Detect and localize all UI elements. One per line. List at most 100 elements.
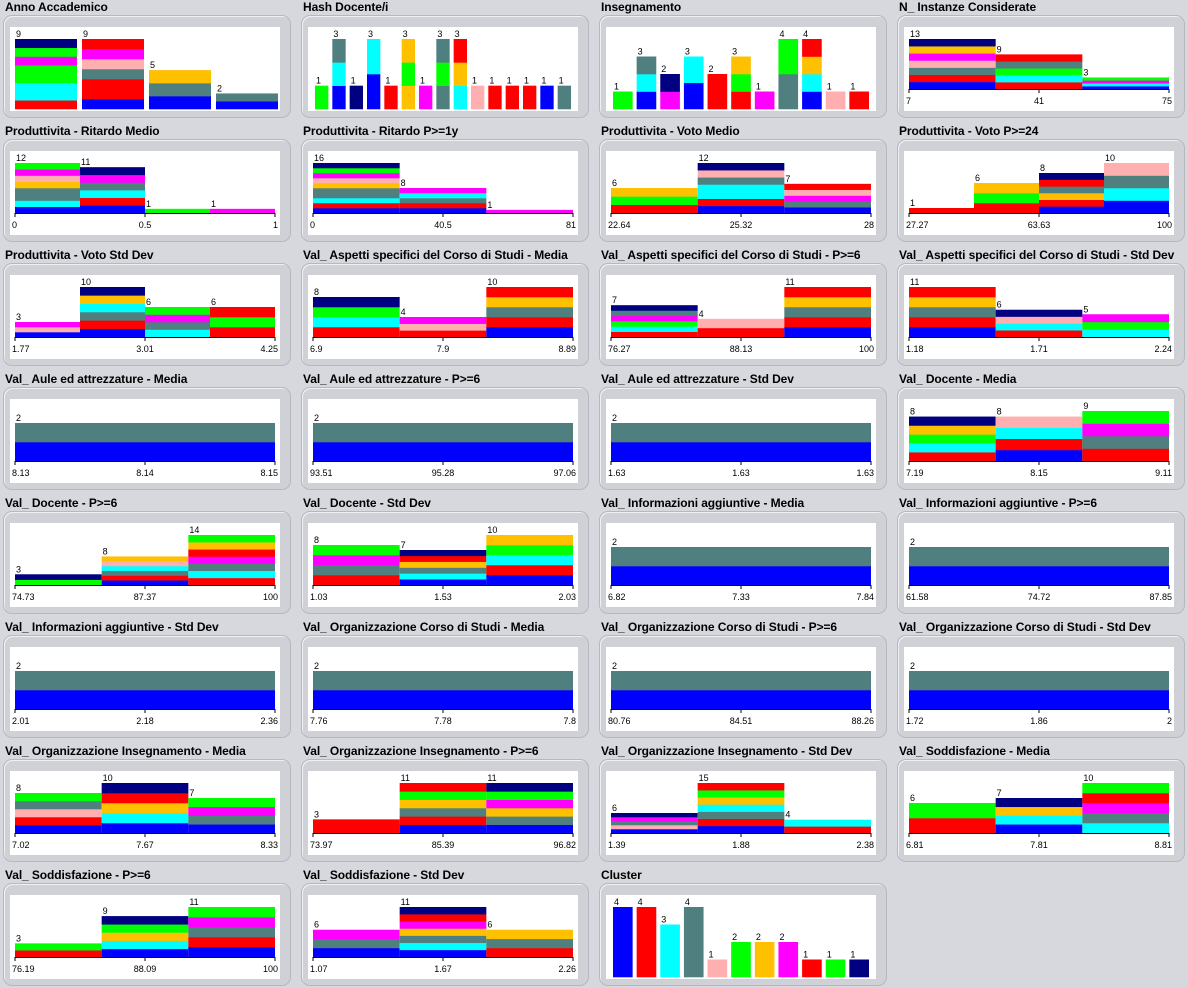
bar-segment — [486, 209, 573, 214]
bar-count-label: 4 — [803, 29, 808, 39]
chart-panel[interactable]: Val_ Aule ed attrezzature - Std Dev 2 1.63… — [596, 372, 887, 492]
bar-segment — [15, 809, 102, 818]
bar-segment — [731, 74, 751, 92]
bar-count-label: 1 — [827, 82, 832, 92]
bar-segment — [145, 329, 210, 338]
bar-count-label: 3 — [1083, 67, 1088, 77]
chart-panel[interactable]: Val_ Aspetti specifici del Corso di Stud… — [298, 248, 589, 368]
x-tick-label: 1.72 — [906, 716, 924, 726]
chart-panel[interactable]: Produttivita - Voto Std Dev 3 10 6 6 1.77 3.01… — [0, 248, 291, 368]
chart-canvas: 1 3 1 3 1 3 1 3 3 1 1 1 1 1 1 — [308, 27, 578, 111]
chart-panel[interactable]: Val_ Aspetti specifici del Corso di Stud… — [596, 248, 887, 368]
chart-svg: 2 6.82 7.33 7.84 — [608, 537, 874, 602]
bar-segment — [909, 452, 996, 462]
bar-segment — [313, 545, 400, 556]
bar-segment — [611, 566, 871, 586]
bar-segment — [401, 85, 415, 110]
chart-svg: 2 80.76 84.51 88.26 — [608, 661, 874, 726]
x-tick-label: 1.86 — [1030, 716, 1048, 726]
bar-count-label: 10 — [487, 525, 497, 535]
x-tick-label: 2.26 — [558, 964, 576, 974]
chart-panel[interactable]: Val_ Informazioni aggiuntive - Std Dev 2 2… — [0, 620, 291, 740]
bar-count-label: 3 — [314, 809, 319, 819]
chart-svg: 2 8.13 8.14 8.15 — [12, 413, 278, 478]
bar-segment — [1104, 200, 1169, 214]
chart-panel[interactable]: Val_ Organizzazione Insegnamento - Std D… — [596, 744, 887, 864]
chart-panel[interactable]: N_ Instanze Considerate 13 9 3 7 41 75 — [894, 0, 1185, 120]
chart-panel[interactable]: Val_ Docente - P>=6 3 8 14 74.73 87.37 100 — [0, 496, 291, 616]
x-tick-label: 8.89 — [558, 344, 576, 354]
chart-panel[interactable]: Produttivita - Voto P>=24 1 6 8 10 27.27 63.63… — [894, 124, 1185, 244]
bar-segment — [636, 74, 657, 92]
bar-segment — [15, 206, 80, 214]
bar-segment — [188, 556, 275, 564]
chart-panel[interactable]: Val_ Soddisfazione - Media 6 7 10 6.81 7.81 8.… — [894, 744, 1185, 864]
chart-svg: 1 3 2 3 2 3 1 4 4 1 1 — [613, 29, 869, 110]
bar-segment — [313, 565, 400, 576]
bar-segment — [778, 74, 799, 110]
bar-segment — [82, 69, 144, 80]
chart-canvas: 1 6 8 10 27.27 63.63 100 — [904, 151, 1174, 235]
chart-panel[interactable]: Val_ Soddisfazione - P>=6 3 9 11 76.19 88.09 1… — [0, 868, 291, 988]
chart-panel[interactable]: Val_ Informazioni aggiuntive - P>=6 2 61.5… — [894, 496, 1185, 616]
bar-segment — [488, 85, 502, 110]
bar-segment — [1104, 175, 1169, 189]
bar-segment — [315, 85, 329, 110]
bar-count-label: 2 — [217, 83, 222, 93]
chart-title: Produttivita - Voto Medio — [601, 124, 740, 138]
chart-panel[interactable]: Val_ Aspetti specifici del Corso di Stud… — [894, 248, 1185, 368]
bar-segment — [995, 309, 1083, 317]
bar-count-label: 1 — [709, 950, 714, 960]
chart-panel[interactable]: Val_ Organizzazione Corso di Studi - P>=… — [596, 620, 887, 740]
x-tick-label: 75 — [1162, 96, 1172, 106]
bar-count-label: 2 — [779, 932, 784, 942]
chart-panel[interactable]: Val_ Soddisfazione - Std Dev 6 11 6 1.07 1.67… — [298, 868, 589, 988]
bar-segment — [486, 545, 573, 556]
chart-panel[interactable]: Val_ Organizzazione Insegnamento - Media… — [0, 744, 291, 864]
bar-segment — [611, 825, 698, 830]
chart-panel[interactable]: Anno Accademico 9 9 5 2 — [0, 0, 291, 120]
bar-segment — [849, 959, 869, 978]
chart-panel[interactable]: Val_ Organizzazione Corso di Studi - Std… — [894, 620, 1185, 740]
chart-canvas: 8 8 9 7.19 8.15 9.11 — [904, 399, 1174, 483]
bar-segment — [399, 907, 487, 915]
chart-panel[interactable]: Produttivita - Ritardo P>=1y 16 8 1 0 40.5 81 — [298, 124, 589, 244]
bar-segment — [683, 82, 704, 110]
x-tick-label: 27.27 — [906, 220, 929, 230]
bar-segment — [313, 819, 400, 834]
bar-segment — [401, 62, 415, 86]
chart-panel[interactable]: Val_ Aule ed attrezzature - P>=6 2 93.51 95… — [298, 372, 589, 492]
chart-panel[interactable]: Hash Docente/i 1 3 1 3 1 3 1 3 3 1 1 1 1 1 1 — [298, 0, 589, 120]
bar-segment — [995, 330, 1083, 338]
x-tick-label: 1.39 — [608, 840, 626, 850]
bar-segment — [995, 61, 1083, 69]
x-tick-label: 100 — [263, 964, 278, 974]
bar-count-label: 8 — [103, 546, 108, 556]
bar-segment — [313, 198, 400, 204]
chart-svg: 13 9 3 7 41 75 — [906, 29, 1172, 106]
bar-count-label: 4 — [785, 810, 790, 820]
chart-panel[interactable]: Insegnamento 1 3 2 3 2 3 1 4 4 1 1 — [596, 0, 887, 120]
bar-segment — [101, 932, 189, 941]
bar-count-label: 5 — [150, 60, 155, 70]
chart-panel[interactable]: Val_ Docente - Std Dev 8 7 10 1.03 1.53 2.03 — [298, 496, 589, 616]
chart-panel[interactable]: Produttivita - Voto Medio 6 12 7 22.64 25.32 2… — [596, 124, 887, 244]
bar-segment — [660, 91, 680, 110]
bar-count-label: 13 — [910, 29, 920, 39]
bar-segment — [399, 203, 487, 209]
x-tick-label: 1.63 — [608, 468, 626, 478]
chart-panel[interactable]: Cluster 4 4 3 4 1 2 2 2 1 1 1 — [596, 868, 887, 988]
chart-panel[interactable]: Val_ Informazioni aggiuntive - Media 2 6.8… — [596, 496, 887, 616]
chart-panel[interactable]: Produttivita - Ritardo Medio 12 11 1 1 0 0.5 1 — [0, 124, 291, 244]
chart-panel[interactable]: Val_ Docente - Media 8 8 9 7.19 8.15 9.11 — [894, 372, 1185, 492]
x-tick-label: 74.73 — [12, 592, 35, 602]
chart-panel[interactable]: Val_ Organizzazione Insegnamento - P>=6 3… — [298, 744, 589, 864]
bar-segment — [313, 307, 400, 318]
x-tick-label: 95.28 — [432, 468, 455, 478]
chart-panel[interactable]: Val_ Organizzazione Corso di Studi - Med… — [298, 620, 589, 740]
bar-segment — [15, 39, 77, 49]
bar-count-label: 6 — [487, 920, 492, 930]
bar-segment — [611, 310, 698, 317]
bar-segment — [611, 821, 698, 826]
chart-panel[interactable]: Val_ Aule ed attrezzature - Media 2 8.13 8.… — [0, 372, 291, 492]
